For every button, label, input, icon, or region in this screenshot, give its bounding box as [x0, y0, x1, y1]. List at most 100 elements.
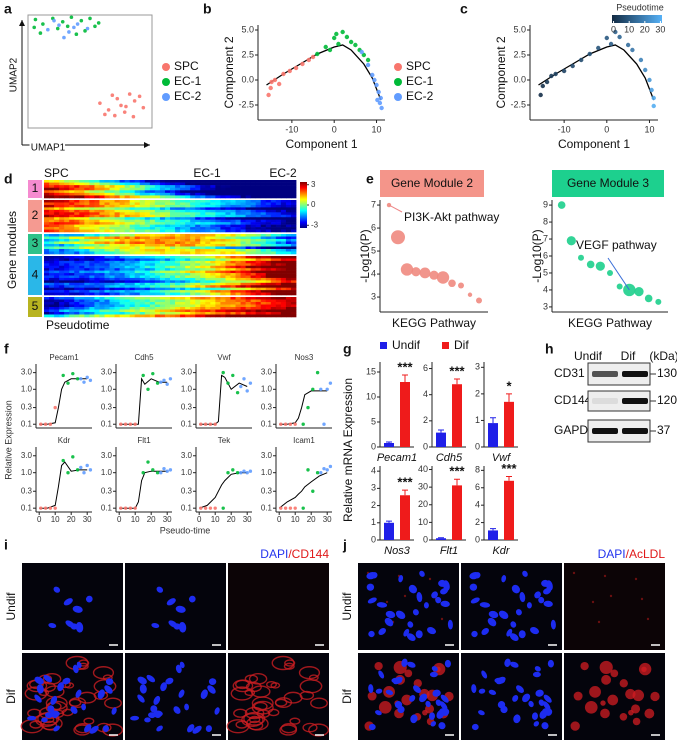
heatmap-cell — [195, 214, 201, 218]
heatmap-cell — [235, 180, 241, 183]
heatmap-cell — [275, 207, 282, 211]
stain-signal — [573, 691, 583, 701]
y-tick-label: 1.0 — [181, 384, 193, 393]
heatmap-cell — [164, 285, 171, 288]
heatmap-cell — [290, 227, 297, 230]
panel-label: g — [343, 341, 352, 357]
point — [353, 42, 358, 48]
heatmap-cell — [280, 312, 287, 315]
heatmap-cell — [99, 234, 105, 237]
heatmap-cell — [270, 239, 277, 242]
heatmap-cell — [180, 256, 186, 259]
heatmap-cell — [205, 290, 211, 293]
heatmap-cell — [175, 273, 181, 276]
heatmap-cell — [240, 256, 246, 259]
heatmap-cell — [54, 287, 60, 291]
heatmap-cell — [69, 190, 75, 194]
legend-swatch — [442, 342, 449, 349]
heatmap-cell — [59, 302, 65, 305]
heatmap-cell — [94, 229, 100, 233]
heatmap-cell — [159, 314, 166, 318]
heatmap-cell — [74, 263, 80, 267]
heatmap-cell — [255, 187, 262, 191]
heatmap-cell — [245, 217, 252, 220]
heatmap-cell — [210, 229, 216, 233]
heatmap-cell — [230, 282, 236, 286]
heatmap-cell — [275, 268, 282, 271]
heatmap-cell — [124, 219, 131, 223]
heatmap-cell — [99, 273, 105, 276]
heatmap-cell — [144, 263, 151, 267]
heatmap-cell — [64, 246, 70, 250]
heatmap-cell — [129, 190, 136, 194]
heatmap-cell — [74, 209, 80, 213]
heatmap-cell — [230, 182, 236, 186]
y-tick-label: 0.3 — [181, 486, 193, 495]
y-tick-label: 0.0 — [513, 74, 526, 84]
heatmap-cell — [139, 239, 146, 242]
heatmap-cell — [89, 263, 95, 267]
heatmap-cell — [104, 312, 110, 315]
heatmap-cell — [64, 207, 70, 211]
heatmap-cell — [185, 209, 191, 213]
heatmap-cell — [134, 280, 141, 284]
y-tick-label: 8 — [543, 216, 548, 226]
heatmap-cell — [119, 297, 126, 300]
heatmap-cell — [54, 297, 60, 300]
heatmap-cell — [114, 209, 120, 213]
heatmap-cell — [245, 246, 252, 250]
heatmap-cell — [220, 307, 226, 310]
heatmap-cell — [195, 287, 201, 291]
heatmap-cell — [49, 256, 55, 259]
heatmap-cell — [74, 212, 80, 216]
heatmap-cell — [124, 273, 131, 276]
heatmap-cell — [285, 260, 292, 264]
heatmap-cell — [119, 249, 126, 252]
heatmap-cell — [260, 263, 267, 267]
y-tick-label: 0.1 — [21, 503, 33, 512]
heatmap-cell — [260, 287, 267, 291]
heatmap-cell — [139, 290, 146, 293]
heatmap-cell — [205, 185, 211, 189]
heatmap-cell — [149, 180, 156, 183]
heatmap-cell — [104, 224, 110, 228]
heatmap-cell — [190, 314, 196, 318]
heatmap-cell — [149, 217, 156, 220]
heatmap-cell — [240, 222, 246, 225]
heatmap-cell — [250, 239, 257, 242]
heatmap-cell — [210, 195, 216, 199]
heatmap-cell — [185, 219, 191, 223]
heatmap-cell — [265, 299, 272, 303]
heatmap-cell — [245, 268, 252, 271]
heatmap-cell — [59, 222, 65, 225]
point — [315, 51, 320, 57]
heatmap-cell — [215, 256, 221, 259]
heatmap-cell — [200, 290, 206, 293]
point — [348, 39, 354, 45]
point — [165, 382, 169, 386]
heatmap-cell — [164, 209, 171, 213]
heatmap-cell — [109, 239, 115, 242]
heatmap-cell — [144, 241, 151, 245]
heatmap-cell — [99, 290, 105, 293]
heatmap-cell — [190, 307, 196, 310]
point — [268, 85, 273, 91]
heatmap-cell — [149, 258, 156, 262]
heatmap-cell — [99, 280, 105, 284]
heatmap-cell — [84, 312, 90, 315]
heatmap-cell — [69, 263, 75, 267]
heatmap-cell — [124, 214, 131, 218]
heatmap-cell — [195, 309, 201, 313]
heatmap-cell — [69, 307, 75, 310]
heatmap-cell — [159, 214, 166, 218]
heatmap-cell — [109, 258, 115, 262]
heatmap-cell — [175, 190, 181, 194]
bar — [436, 538, 446, 540]
heatmap-cell — [94, 273, 100, 276]
heatmap-cell — [129, 251, 136, 255]
heatmap-cell — [164, 270, 171, 274]
heatmap-cell — [215, 234, 221, 237]
heatmap-cell — [200, 224, 206, 228]
nucleus — [395, 610, 406, 620]
heatmap-cell — [149, 299, 156, 303]
